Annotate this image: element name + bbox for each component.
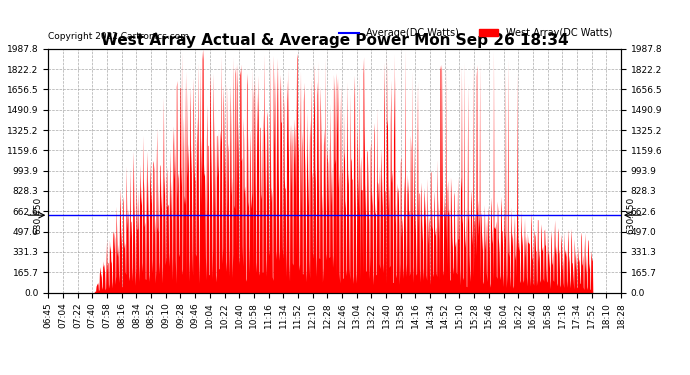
Text: Copyright 2022 Cartronics.com: Copyright 2022 Cartronics.com [48, 32, 189, 41]
Title: West Array Actual & Average Power Mon Sep 26 18:34: West Array Actual & Average Power Mon Se… [101, 33, 569, 48]
Legend: Average(DC Watts), West Array(DC Watts): Average(DC Watts), West Array(DC Watts) [335, 24, 616, 42]
Text: 630.450: 630.450 [34, 196, 43, 234]
Text: 630.450: 630.450 [627, 196, 635, 234]
